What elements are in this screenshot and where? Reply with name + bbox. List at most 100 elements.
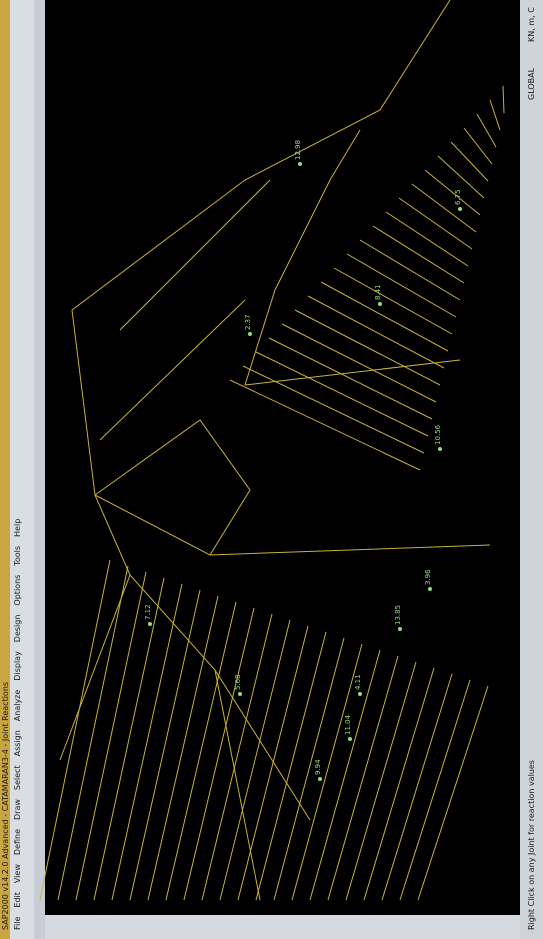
- joint: [248, 332, 252, 336]
- mesh-line: [502, 85, 505, 114]
- menu-item[interactable]: Analyze: [13, 690, 22, 722]
- mesh-line: [424, 169, 481, 216]
- menu-item[interactable]: File: [13, 917, 22, 930]
- mesh-line: [463, 127, 493, 165]
- mesh-line: [183, 607, 255, 901]
- menu-item[interactable]: Design: [13, 615, 22, 643]
- joint: [398, 627, 402, 631]
- mesh-line: [346, 253, 457, 318]
- frame-line: [71, 0, 451, 311]
- mesh-line: [385, 211, 469, 267]
- mesh-line: [165, 601, 237, 901]
- viewport: [45, 0, 520, 915]
- frame-line: [244, 359, 461, 386]
- shell-mesh: [39, 85, 505, 901]
- reaction-label: 8.41: [374, 284, 382, 300]
- menu-item[interactable]: Assign: [13, 730, 22, 756]
- frame-line: [244, 129, 361, 386]
- mesh-line: [39, 559, 111, 901]
- mesh-line: [273, 637, 345, 901]
- status-hint: Right Click on any Joint for reaction va…: [527, 760, 536, 930]
- reaction-label: 4.11: [354, 674, 362, 690]
- frame-line: [99, 299, 246, 441]
- mesh-line: [399, 679, 471, 901]
- mesh-line: [411, 183, 477, 233]
- mesh-line: [291, 643, 363, 901]
- title-bar: [0, 0, 10, 939]
- reaction-label: 12.98: [294, 140, 302, 160]
- menu-bar: File Edit View Define Draw Select Assign Analyz…: [13, 519, 22, 930]
- joint: [358, 692, 362, 696]
- reaction-label: 9.94: [314, 759, 322, 775]
- toolbar: [34, 0, 45, 939]
- mesh-line: [57, 565, 129, 901]
- menu-item[interactable]: Tools: [13, 546, 22, 567]
- reaction-label: 10.56: [434, 424, 442, 445]
- joint: [348, 737, 352, 741]
- mesh-line: [147, 595, 219, 901]
- menu-item[interactable]: Draw: [13, 799, 22, 820]
- window-title: SAP2000 v14.2.0 Advanced - CATAMARAN3-4 …: [1, 682, 10, 930]
- coordinate-system[interactable]: GLOBAL: [527, 67, 536, 100]
- mesh-line: [309, 649, 381, 901]
- frame-line: [119, 179, 271, 331]
- mesh-line: [417, 685, 489, 901]
- mesh-line: [268, 337, 433, 420]
- menu-item[interactable]: View: [13, 864, 22, 883]
- mesh-line: [219, 619, 291, 901]
- frame-line: [59, 574, 131, 761]
- mesh-line: [398, 197, 473, 250]
- frame-line: [94, 419, 251, 556]
- mesh-line: [281, 323, 437, 403]
- frame-line: [209, 544, 491, 556]
- mesh-line: [359, 239, 461, 301]
- menu-item[interactable]: Help: [13, 519, 22, 537]
- joint: [148, 622, 152, 626]
- mesh-line: [294, 309, 441, 386]
- joint: [428, 587, 432, 591]
- side-toolbar: [45, 915, 520, 939]
- mesh-line: [111, 583, 183, 901]
- mesh-line: [333, 267, 453, 335]
- mesh-line: [129, 589, 201, 901]
- mesh-line: [201, 613, 273, 901]
- model-wireframe: [59, 0, 491, 901]
- mesh-line: [345, 661, 417, 901]
- reaction-label: 2.37: [244, 314, 252, 330]
- mesh-line: [75, 571, 147, 901]
- menu-item[interactable]: Edit: [13, 892, 22, 908]
- mesh-line: [381, 673, 453, 901]
- mesh-line: [363, 667, 435, 901]
- menu-item[interactable]: Select: [13, 765, 22, 790]
- menu-item[interactable]: Options: [13, 575, 22, 606]
- joint: [238, 692, 242, 696]
- mesh-line: [437, 155, 485, 199]
- joint: [458, 207, 462, 211]
- reaction-label: 6.75: [454, 189, 462, 205]
- menu-item[interactable]: Display: [13, 651, 22, 681]
- mesh-line: [450, 141, 489, 182]
- mesh-line: [229, 379, 421, 471]
- units[interactable]: KN, m, C: [527, 7, 536, 42]
- reaction-label: 11.04: [344, 714, 352, 735]
- mesh-line: [307, 295, 445, 369]
- mesh-line: [242, 365, 425, 454]
- mesh-line: [255, 351, 429, 437]
- reaction-label: 13.85: [394, 605, 402, 625]
- mesh-line: [237, 625, 309, 901]
- joint: [438, 447, 442, 451]
- frame-line: [214, 669, 311, 821]
- menu-item[interactable]: Define: [13, 829, 22, 855]
- reaction-labels: 13.85 3.96 4.11 9.94 11.04 5.68 12.98 6.75 8.41 2…: [144, 140, 462, 781]
- mesh-line: [489, 99, 501, 131]
- mesh-line: [320, 281, 449, 352]
- mesh-line: [93, 577, 165, 901]
- mesh-line: [476, 113, 497, 148]
- joint: [378, 302, 382, 306]
- mesh-line: [372, 225, 465, 284]
- reaction-label: 3.96: [424, 569, 432, 585]
- joint: [318, 777, 322, 781]
- mesh-line: [255, 631, 327, 901]
